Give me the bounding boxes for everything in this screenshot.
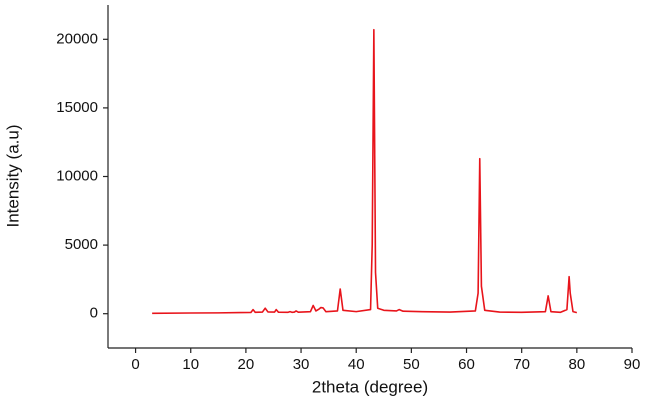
data-line — [152, 28, 578, 315]
x-tick-label: 90 — [624, 356, 641, 373]
x-tick-label: 20 — [238, 356, 255, 373]
y-tick-label: 20000 — [56, 30, 98, 47]
x-tick-label: 60 — [458, 356, 475, 373]
x-tick-label: 30 — [293, 356, 310, 373]
y-tick-label: 5000 — [65, 236, 98, 253]
y-axis-label: Intensity (a.u) — [3, 125, 22, 228]
x-tick-label: 40 — [348, 356, 365, 373]
x-tick-label: 10 — [182, 356, 199, 373]
y-tick-label: 10000 — [56, 167, 98, 184]
y-tick-label: 0 — [90, 305, 98, 322]
y-tick-label: 15000 — [56, 99, 98, 116]
x-tick-label: 70 — [513, 356, 530, 373]
x-tick-label: 50 — [403, 356, 420, 373]
x-axis-label: 2theta (degree) — [312, 377, 428, 396]
x-tick-label: 80 — [568, 356, 585, 373]
x-tick-label: 0 — [131, 356, 139, 373]
